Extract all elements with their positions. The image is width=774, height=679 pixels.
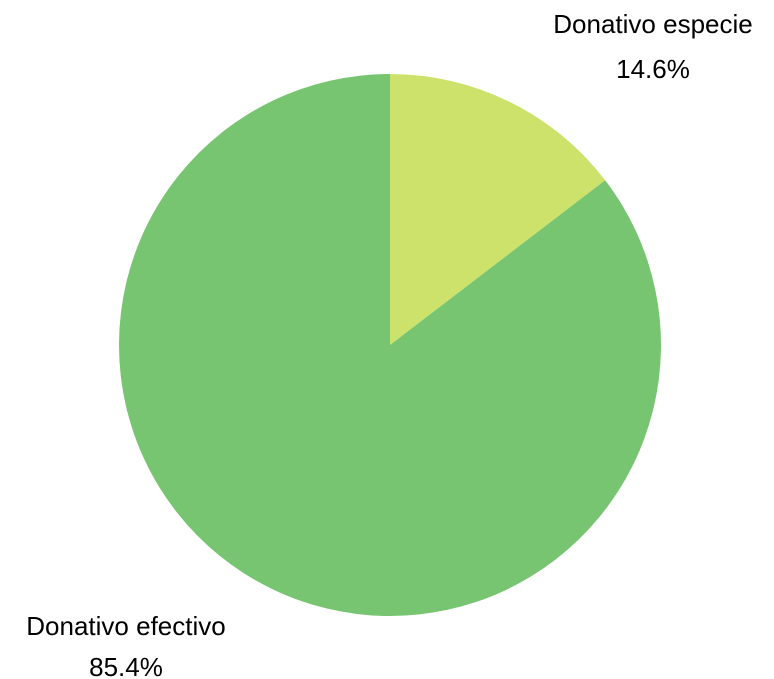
slice-label-especie: Donativo especie [553, 9, 752, 39]
pie-slice-especie [390, 74, 606, 345]
slice-label-group-efectivo: Donativo efectivo 85.4% [26, 611, 225, 679]
slice-percent-efectivo: 85.4% [89, 652, 163, 679]
pie-slices [118, 74, 662, 617]
slice-label-efectivo: Donativo efectivo [26, 611, 225, 641]
pie-slice-efectivo [118, 74, 662, 617]
slice-label-group-especie: Donativo especie 14.6% [553, 9, 752, 84]
slice-percent-especie: 14.6% [616, 54, 690, 84]
